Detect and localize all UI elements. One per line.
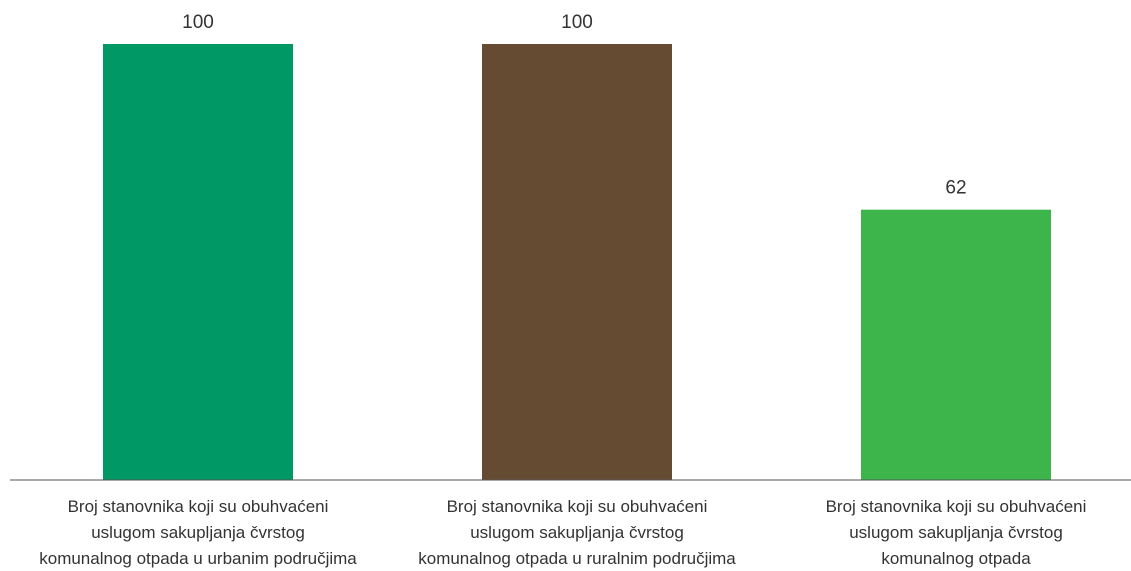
bar-value-label-1: 100 <box>182 12 214 33</box>
category-label-2-line-1: Broj stanovnika koji su obuhvaćeni <box>447 497 708 516</box>
bar-2 <box>482 44 672 480</box>
category-label-1-line-3: komunalnog otpada u urbanim područjima <box>39 549 357 568</box>
bar-3 <box>861 209 1051 480</box>
value-labels-group: 100 100 62 <box>182 12 966 199</box>
category-label-3-line-1: Broj stanovnika koji su obuhvaćeni <box>826 497 1087 516</box>
bar-value-label-2: 100 <box>561 12 593 33</box>
category-label-2-line-3: komunalnog otpada u ruralnim područjima <box>418 549 736 568</box>
category-label-1-line-1: Broj stanovnika koji su obuhvaćeni <box>68 497 329 516</box>
category-label-3-line-2: uslugom sakupljanja čvrstog <box>849 523 1063 542</box>
category-label-1-line-2: uslugom sakupljanja čvrstog <box>91 523 305 542</box>
category-labels-group: Broj stanovnika koji su obuhvaćeni uslugo… <box>39 497 1086 568</box>
bar-value-label-3: 62 <box>945 178 966 199</box>
bars-group <box>103 44 1051 480</box>
bar-1 <box>103 44 293 480</box>
category-label-2-line-2: uslugom sakupljanja čvrstog <box>470 523 684 542</box>
category-label-3-line-3: komunalnog otpada <box>881 549 1031 568</box>
